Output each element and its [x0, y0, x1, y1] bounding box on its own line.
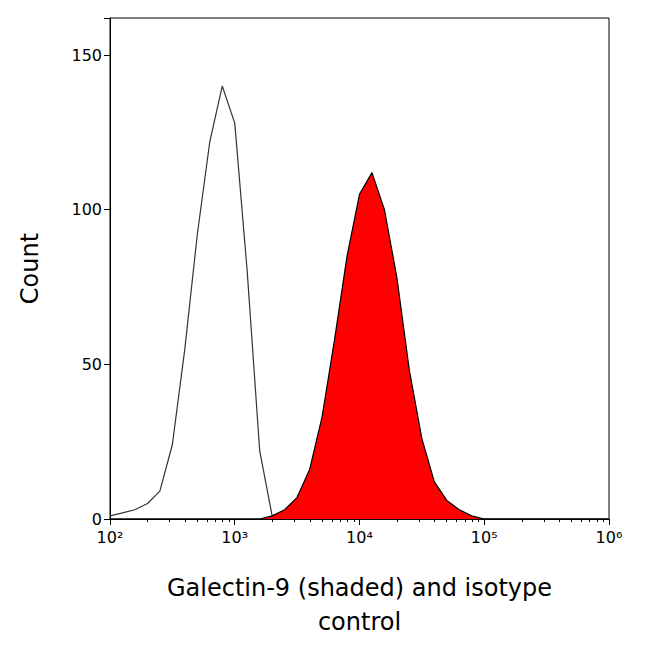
- svg-text:Count: Count: [16, 233, 44, 304]
- svg-text:100: 100: [71, 200, 102, 219]
- svg-text:50: 50: [82, 355, 102, 374]
- svg-text:control: control: [318, 608, 401, 636]
- svg-text:Galectin-9 (shaded) and isotyp: Galectin-9 (shaded) and isotype: [167, 574, 552, 602]
- svg-text:10³: 10³: [221, 528, 248, 547]
- svg-text:10²: 10²: [97, 528, 124, 547]
- svg-text:0: 0: [92, 510, 102, 529]
- svg-text:150: 150: [71, 46, 102, 65]
- svg-text:10⁶: 10⁶: [596, 528, 623, 547]
- svg-text:10⁵: 10⁵: [471, 528, 498, 547]
- svg-text:10⁴: 10⁴: [346, 528, 373, 547]
